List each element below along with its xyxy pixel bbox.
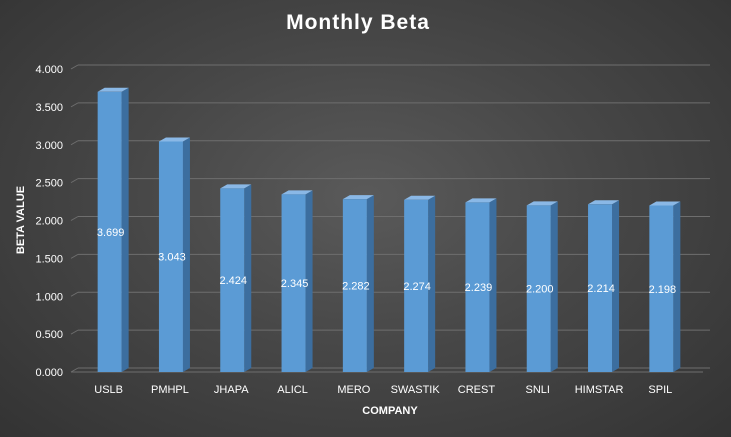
bar-top xyxy=(588,200,620,205)
bar-side xyxy=(428,195,436,372)
y-axis-ticks: 0.000 0.500 1.000 1.500 2.000 2.500 3.000 3.500… xyxy=(35,64,63,379)
bar-top xyxy=(649,201,681,206)
bar-side xyxy=(121,87,129,372)
bar-side xyxy=(366,195,374,372)
gridline-depth xyxy=(70,253,79,259)
bar-crest: 2.239 xyxy=(465,198,497,372)
bar-front xyxy=(158,141,183,372)
x-tick-label: HIMSTAR xyxy=(575,384,624,396)
data-label: 2.274 xyxy=(403,281,431,293)
x-tick-label: USLB xyxy=(94,384,123,396)
bar-spil: 2.198 xyxy=(649,201,681,372)
data-label: 2.214 xyxy=(587,283,615,295)
bar-side xyxy=(673,201,681,372)
y-axis-title: BETA VALUE xyxy=(15,186,27,254)
y-tick-label: 0.500 xyxy=(35,329,63,341)
bar-front xyxy=(649,205,674,372)
data-label: 3.043 xyxy=(158,252,186,264)
bar-swastik: 2.274 xyxy=(403,195,436,372)
bar-top xyxy=(526,201,558,206)
x-tick-label: JHAPA xyxy=(214,384,249,396)
bar-front xyxy=(97,91,122,372)
x-tick-label: CREST xyxy=(458,384,496,396)
bar-side xyxy=(489,198,497,372)
data-label: 2.200 xyxy=(526,284,554,296)
bar-side xyxy=(182,137,190,372)
x-tick-label: PMHPL xyxy=(151,384,189,396)
bar-alicl: 2.345 xyxy=(281,190,313,372)
x-tick-label: SNLI xyxy=(526,384,550,396)
y-tick-label: 2.500 xyxy=(35,178,63,190)
data-label: 3.699 xyxy=(97,227,125,239)
bar-uslb: 3.699 xyxy=(97,87,129,372)
bar-himstar: 2.214 xyxy=(587,200,620,372)
gridline-depth xyxy=(70,102,79,108)
bar-front xyxy=(588,204,613,372)
y-tick-label: 3.500 xyxy=(35,102,63,114)
bar-pmhpl: 3.043 xyxy=(158,137,190,372)
x-tick-label: MERO xyxy=(337,384,370,396)
data-label: 2.282 xyxy=(342,281,370,293)
gridline-depth xyxy=(70,216,79,221)
bar-top xyxy=(281,190,313,195)
gridline-depth xyxy=(70,140,79,146)
bar-mero: 2.282 xyxy=(342,195,374,372)
y-tick-label: 1.500 xyxy=(35,253,63,265)
bar-side xyxy=(612,200,620,372)
bar-top xyxy=(97,87,129,92)
gridline-depth xyxy=(70,329,79,335)
bar-side xyxy=(244,184,252,372)
data-label: 2.239 xyxy=(465,282,493,294)
bar-front xyxy=(342,199,367,372)
bar-front xyxy=(465,202,490,372)
x-axis-title: COMPANY xyxy=(362,405,418,417)
bar-side xyxy=(305,190,313,372)
bar-front xyxy=(281,194,306,372)
gridline-depth xyxy=(70,178,79,184)
data-label: 2.345 xyxy=(281,278,309,290)
y-tick-label: 4.000 xyxy=(35,64,63,76)
gridline-depth xyxy=(70,64,79,70)
bar-snli: 2.200 xyxy=(526,201,558,372)
bar-front xyxy=(220,188,245,372)
gridline-depth xyxy=(70,367,79,373)
bars: 3.699 3.043 2.424 2.345 2.282 2.274 2.239 2.200… xyxy=(97,87,681,372)
bar-top xyxy=(220,184,252,189)
y-tick-label: 0.000 xyxy=(35,367,63,379)
x-tick-label: SWASTIK xyxy=(391,384,441,396)
data-label: 2.198 xyxy=(649,284,677,296)
bar-jhapa: 2.424 xyxy=(219,184,252,372)
y-tick-label: 1.000 xyxy=(35,291,63,303)
x-tick-label: ALICL xyxy=(277,384,308,396)
gridline-depth xyxy=(70,291,79,297)
chart-title: Monthly Beta xyxy=(286,11,430,34)
bar-top xyxy=(404,195,436,200)
bar-side xyxy=(550,201,558,372)
y-tick-label: 2.000 xyxy=(35,216,63,228)
bar-front xyxy=(526,205,551,372)
bar-top xyxy=(465,198,497,203)
bar-top xyxy=(342,195,374,200)
bar-top xyxy=(158,137,190,142)
x-tick-label: SPIL xyxy=(648,384,672,396)
data-label: 2.424 xyxy=(219,275,247,287)
x-axis-ticks: USLB PMHPL JHAPA ALICL MERO SWASTIK CREST SNLI H… xyxy=(94,384,672,396)
bar-front xyxy=(404,199,429,372)
y-tick-label: 3.000 xyxy=(35,140,63,152)
